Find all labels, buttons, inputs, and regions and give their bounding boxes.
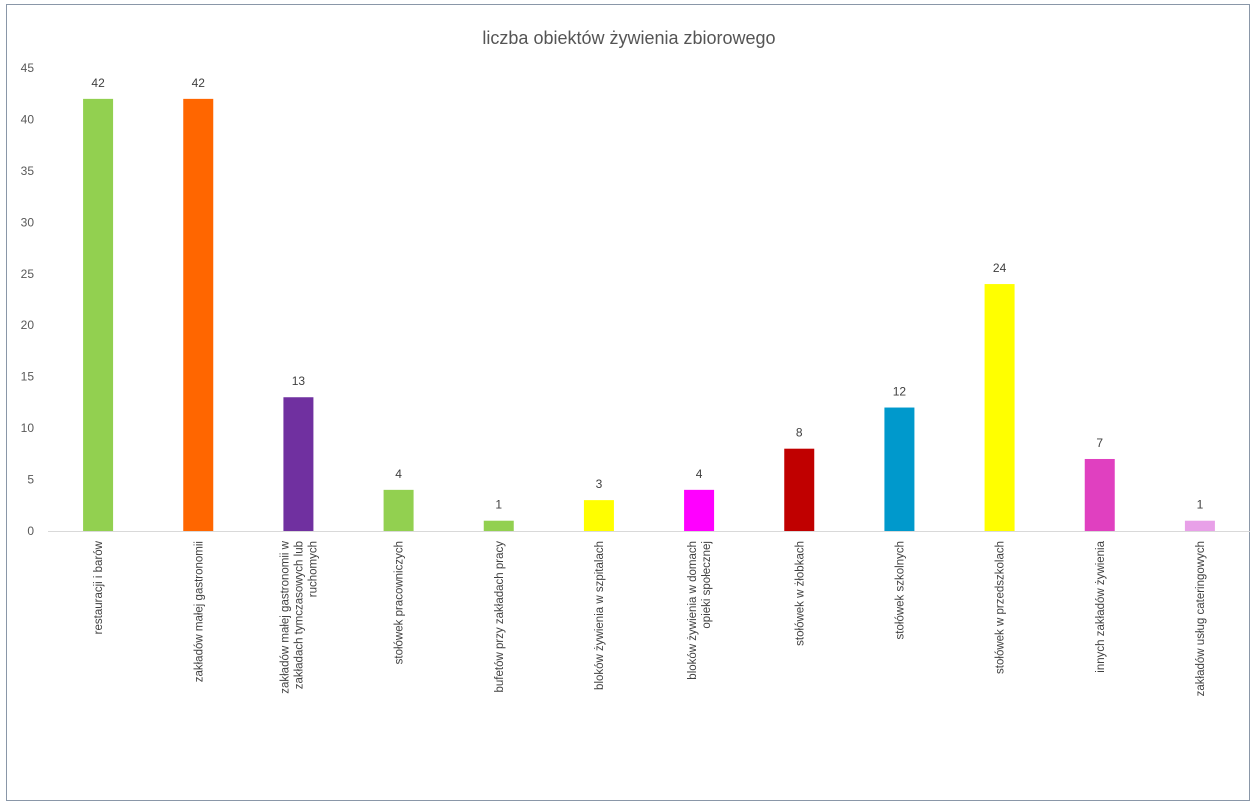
bar [83,98,114,531]
bar [884,407,915,531]
y-tick-label: 30 [21,215,35,229]
bar [383,489,414,531]
category-label: stołówek szkolnych [894,541,906,639]
bars [83,98,1215,531]
category-label: zakładów małej gastronomii w zakładach ty… [279,540,319,693]
y-tick-label: 15 [21,370,35,384]
bar [583,500,614,531]
y-tick-label: 5 [27,473,34,487]
bar [1184,520,1215,531]
category-label: bloków żywienia w szpitalach [594,541,606,690]
data-label: 4 [696,467,703,481]
bar [984,284,1015,531]
data-label: 1 [495,498,502,512]
category-label: restauracji i barów [93,540,105,634]
data-label: 42 [91,76,105,90]
category-labels: restauracji i barów zakładów małej gastro… [93,540,1207,696]
bar [684,489,715,531]
bar [483,520,514,531]
data-label: 13 [292,374,306,388]
bar [784,448,815,531]
bar [183,98,214,531]
chart-title: liczba obiektów żywienia zbiorowego [482,28,775,48]
data-label: 3 [596,477,603,491]
category-label: stołówek w przedszkolach [995,541,1007,674]
data-label: 24 [993,261,1007,275]
category-label: stołówek pracowniczych [394,541,406,664]
data-label: 4 [395,467,402,481]
bar [283,397,314,531]
y-tick-label: 35 [21,164,35,178]
data-label: 1 [1197,498,1204,512]
y-tick-label: 10 [21,421,35,435]
category-label: bloków żywienia w domach opieki społeczne… [687,541,713,680]
y-tick-label: 20 [21,318,35,332]
category-label: zakładów małej gastronomii [193,541,205,682]
data-label: 12 [893,385,907,399]
data-label: 7 [1096,436,1103,450]
category-label: zakładów usług cateringowych [1195,541,1207,696]
bar [1084,458,1115,531]
y-tick-label: 0 [27,524,34,538]
category-label: stołówek w żłobkach [794,541,806,646]
y-axis: 0 5 10 15 20 25 30 35 40 45 [21,61,35,538]
y-tick-label: 45 [21,61,35,75]
category-label: innych zakładów żywienia [1095,540,1107,672]
category-label: bufetów przy zakładach pracy [494,541,506,693]
chart-frame [6,4,1250,801]
data-label: 42 [192,76,206,90]
data-label: 8 [796,426,803,440]
y-tick-label: 25 [21,267,35,281]
y-tick-label: 40 [21,112,35,126]
